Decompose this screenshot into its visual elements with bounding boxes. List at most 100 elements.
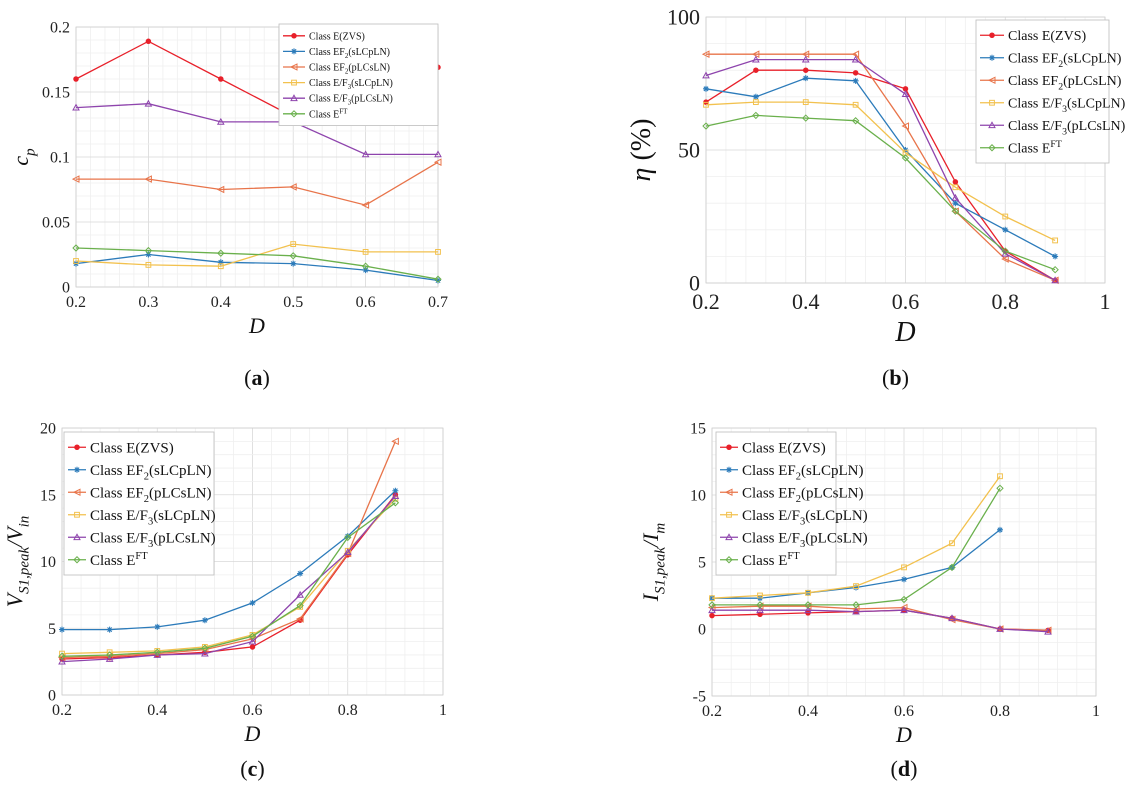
legend-label: Class EF2(pLCsLN) bbox=[90, 486, 212, 506]
data-point bbox=[217, 263, 224, 270]
legend-label-part: Class E/F bbox=[309, 94, 348, 105]
data-point bbox=[852, 101, 859, 108]
data-point bbox=[361, 262, 370, 270]
x-tick-label: 0.6 bbox=[894, 703, 914, 720]
y-tick-label: 20 bbox=[40, 421, 56, 438]
series-6 bbox=[58, 499, 400, 660]
data-point bbox=[248, 632, 257, 640]
x-tick-label: 0.4 bbox=[798, 703, 818, 720]
data-point bbox=[391, 492, 400, 499]
data-point bbox=[216, 185, 225, 194]
series-line bbox=[75, 253, 439, 282]
legend-label: Class E/F3(pLCsLN) bbox=[90, 531, 216, 551]
legend-label-sub: 2 bbox=[345, 52, 349, 60]
data-point bbox=[702, 71, 710, 79]
legend-label-sup: FT bbox=[787, 551, 800, 562]
legend-label-part: (sLCpLN) bbox=[801, 463, 864, 479]
data-point bbox=[105, 651, 114, 659]
data-point bbox=[144, 99, 153, 107]
legend-label-part: Class E bbox=[1008, 142, 1050, 157]
data-point bbox=[726, 466, 732, 473]
data-point bbox=[153, 648, 161, 656]
data-point bbox=[362, 267, 369, 274]
y-tick-label: 50 bbox=[678, 138, 700, 163]
legend-label-sub: 3 bbox=[148, 539, 153, 550]
data-point bbox=[201, 617, 208, 624]
legend-label-sub: 3 bbox=[1062, 104, 1067, 115]
legend-label-part: Class EF bbox=[742, 486, 796, 502]
legend-label-part: (pLCsLN) bbox=[1067, 119, 1125, 134]
legend-label-sub: 2 bbox=[345, 68, 349, 76]
data-point bbox=[361, 201, 370, 209]
data-point bbox=[290, 110, 298, 118]
data-point bbox=[952, 200, 959, 207]
y-tick-label: 0.2 bbox=[50, 20, 70, 37]
panel-label: (a) bbox=[244, 365, 270, 390]
x-tick-label: 0.6 bbox=[892, 289, 920, 314]
data-point bbox=[73, 533, 81, 541]
data-point bbox=[805, 589, 811, 596]
x-tick-label: 0.7 bbox=[428, 294, 448, 311]
legend-label: Class E/F3(pLCsLN) bbox=[742, 531, 868, 551]
y-tick-label: 0.05 bbox=[42, 215, 70, 232]
data-point bbox=[361, 150, 370, 158]
data-point bbox=[391, 437, 399, 446]
legend-label: Class E/F3(pLCsLN) bbox=[309, 94, 393, 107]
data-point bbox=[702, 122, 710, 130]
data-point bbox=[752, 55, 760, 63]
panel-label-part: ) bbox=[902, 365, 909, 390]
data-point bbox=[952, 179, 959, 185]
y-axis-label-sub: S1,peak bbox=[17, 547, 33, 594]
data-point bbox=[801, 55, 810, 63]
data-point bbox=[725, 533, 733, 541]
data-point bbox=[72, 488, 81, 497]
legend-box bbox=[63, 431, 215, 576]
data-point bbox=[997, 473, 1003, 480]
panel-label-part: c bbox=[248, 756, 258, 781]
series-4 bbox=[709, 473, 1003, 602]
legend-label-part: Class EF bbox=[90, 486, 144, 502]
panel-label-part: ) bbox=[910, 756, 917, 781]
legend-label: Class E(ZVS) bbox=[90, 441, 174, 457]
legend-label-part: Class E bbox=[90, 553, 135, 569]
data-point bbox=[201, 644, 208, 650]
y-axis-label-sub: in bbox=[17, 516, 33, 528]
legend-label-sup: FT bbox=[135, 551, 148, 562]
series-line bbox=[61, 494, 396, 660]
data-point bbox=[289, 252, 297, 260]
legend-label: Class EFT bbox=[309, 107, 348, 120]
data-point bbox=[703, 101, 709, 108]
y-tick-label: 0 bbox=[62, 280, 70, 297]
data-point bbox=[59, 626, 65, 633]
y-axis-label-part: c bbox=[8, 156, 33, 166]
series-line bbox=[61, 495, 396, 663]
data-point bbox=[362, 249, 369, 255]
data-point bbox=[1002, 213, 1009, 220]
y-tick-label: 5 bbox=[48, 621, 56, 638]
data-point bbox=[802, 114, 810, 122]
data-point bbox=[853, 583, 859, 590]
series-line bbox=[711, 475, 1001, 599]
panel-label-part: ) bbox=[257, 756, 264, 781]
series-line bbox=[62, 490, 396, 631]
data-point bbox=[752, 111, 760, 120]
legend-label-part: (sLCpLN) bbox=[351, 78, 393, 89]
series-4 bbox=[703, 99, 1059, 244]
legend-label-part: Class EF bbox=[309, 63, 345, 74]
legend-label-part: (sLCpLN) bbox=[153, 508, 216, 524]
data-point bbox=[144, 246, 153, 255]
x-tick-label: 0.8 bbox=[992, 289, 1020, 314]
y-tick-label: 0.1 bbox=[50, 150, 70, 167]
data-point bbox=[1001, 249, 1010, 257]
data-point bbox=[144, 175, 152, 183]
y-axis-label-part: (%) bbox=[626, 119, 657, 168]
data-point bbox=[1051, 276, 1059, 284]
data-point bbox=[1051, 265, 1059, 274]
series-line bbox=[712, 487, 1001, 606]
data-point bbox=[724, 488, 733, 497]
data-point bbox=[996, 484, 1004, 493]
data-point bbox=[154, 623, 161, 630]
data-point bbox=[105, 654, 114, 662]
y-axis-label: IS1,peak/Im bbox=[638, 523, 669, 603]
legend-label: Class E(ZVS) bbox=[1008, 29, 1087, 44]
